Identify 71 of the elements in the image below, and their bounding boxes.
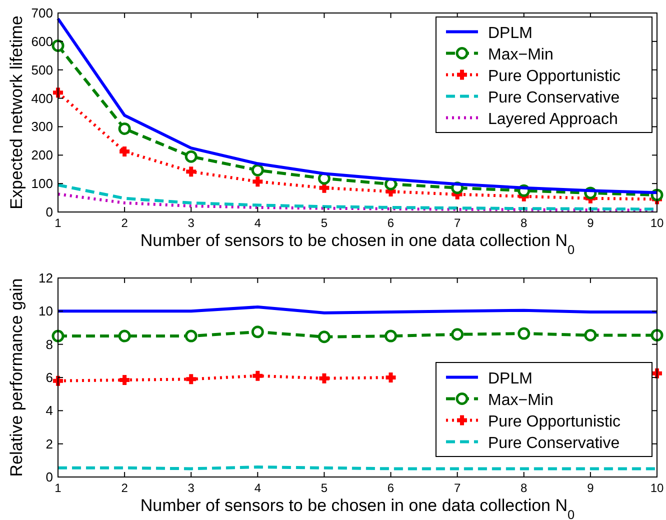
y-tick-label: 300: [31, 119, 53, 134]
x-tick-label: 2: [121, 481, 128, 495]
point: [120, 146, 130, 156]
y-tick-label: 100: [31, 176, 53, 192]
point: [451, 328, 464, 341]
x-tick-label: 7: [454, 481, 461, 495]
legend-label: DPLM: [488, 370, 532, 388]
x-axis-title: Number of sensors to be chosen in one data collection N$_{0}$: [140, 496, 575, 520]
x-tick-label: 10: [650, 216, 664, 230]
x-tick-label: 9: [587, 216, 594, 230]
x-tick-label: 10: [650, 481, 664, 495]
y-tick-label: 8: [46, 336, 53, 352]
x-tick-label: 3: [188, 481, 195, 495]
x-tick-label: 8: [520, 481, 528, 495]
point: [251, 164, 264, 176]
y-axis-title: Expected network lifetime: [7, 16, 26, 210]
y-tick-label: 0: [46, 204, 53, 220]
y-tick-label: 600: [31, 34, 53, 49]
y-tick-label: 4: [46, 403, 53, 418]
point: [120, 374, 130, 385]
y-tick-label: 2: [46, 436, 53, 452]
point: [186, 166, 196, 177]
x-tick-label: 6: [387, 216, 394, 230]
x-tick-label: 1: [54, 481, 62, 495]
point: [118, 330, 131, 342]
x-tick-label: 4: [254, 216, 262, 230]
legend-label: Layered Approach: [488, 110, 618, 128]
legend-label: Pure Conservative: [488, 434, 620, 452]
x-tick-label: 1: [54, 216, 62, 230]
y-tick-label: 0: [46, 470, 53, 484]
point: [184, 150, 198, 163]
y-tick-label: 10: [38, 304, 53, 319]
x-tick-label: 4: [254, 481, 262, 495]
point: [118, 122, 131, 135]
legend-label: Pure Conservative: [488, 89, 620, 106]
y-axis-title: Relative performance gain: [7, 278, 26, 477]
legend-label: Max−Min: [488, 392, 554, 409]
x-tick-label: 5: [320, 216, 328, 230]
x-tick-label: 3: [188, 216, 195, 230]
point: [650, 328, 664, 342]
x-tick-label: 7: [454, 216, 461, 230]
legend-label: Pure Opportunistic: [488, 68, 621, 85]
point: [318, 330, 330, 344]
legend-label: Pure Opportunistic: [488, 413, 621, 430]
x-tick-label: 6: [387, 481, 394, 495]
point: [319, 373, 330, 384]
point: [518, 327, 530, 340]
x-tick-label: 8: [520, 216, 528, 230]
x-tick-label: 9: [587, 481, 594, 495]
point: [252, 176, 263, 187]
legend-label: DPLM: [488, 24, 532, 42]
point: [252, 370, 263, 381]
y-tick-label: 200: [31, 148, 53, 163]
y-tick-label: 6: [46, 370, 53, 385]
point: [386, 372, 396, 382]
point: [186, 374, 196, 384]
legend-label: Max−Min: [488, 46, 554, 64]
y-tick-label: 700: [31, 6, 53, 20]
point: [251, 326, 264, 338]
x-axis-title: Number of sensors to be chosen in one data collection N$_{0}$: [140, 231, 575, 256]
point: [584, 328, 597, 342]
point: [52, 330, 64, 342]
y-tick-label: 12: [38, 270, 53, 286]
point: [319, 182, 330, 193]
point: [384, 330, 398, 342]
x-tick-label: 5: [320, 481, 328, 495]
x-tick-label: 2: [121, 216, 128, 230]
y-tick-label: 400: [31, 90, 53, 106]
point: [52, 39, 64, 52]
point: [184, 330, 198, 342]
y-tick-label: 500: [31, 62, 53, 78]
